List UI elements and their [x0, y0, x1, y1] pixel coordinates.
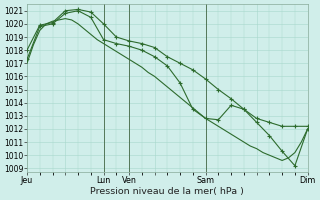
- X-axis label: Pression niveau de la mer( hPa ): Pression niveau de la mer( hPa ): [90, 187, 244, 196]
